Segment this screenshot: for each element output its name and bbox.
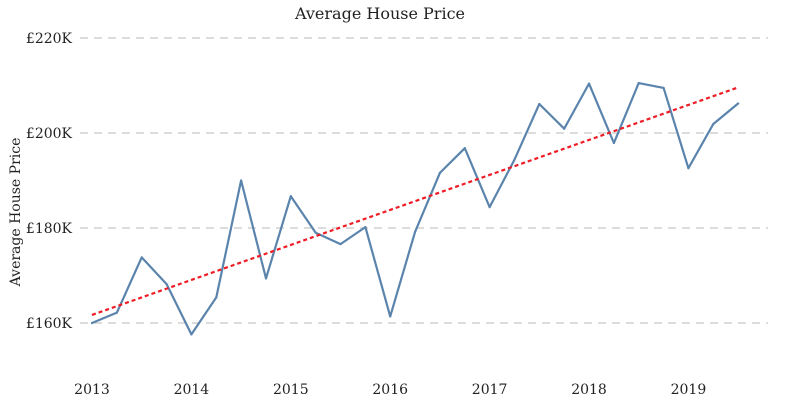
data-point xyxy=(637,82,640,85)
data-point xyxy=(438,171,442,174)
gridlines xyxy=(80,37,768,324)
data-point xyxy=(339,243,342,246)
x-tick-label: 2015 xyxy=(273,382,309,398)
y-tick-label: £220K xyxy=(26,31,73,47)
data-point xyxy=(513,158,516,161)
data-point xyxy=(115,311,118,314)
data-point xyxy=(488,206,491,209)
data-point xyxy=(587,82,591,85)
data-point xyxy=(364,225,367,229)
y-tick-label: £200K xyxy=(26,126,73,142)
data-point xyxy=(662,86,665,89)
trendline xyxy=(91,86,739,316)
data-point xyxy=(687,167,690,170)
data-point xyxy=(612,141,615,145)
chart-title: Average House Price xyxy=(294,4,465,23)
series-group xyxy=(90,82,740,336)
x-tick-label: 2017 xyxy=(472,382,508,398)
y-tick-label: £180K xyxy=(26,221,73,237)
data-point xyxy=(737,102,740,105)
data-point xyxy=(215,296,218,299)
data-point xyxy=(165,282,168,286)
x-tick-labels: 2013 2014 2015 2016 2017 2018 2019 xyxy=(74,382,706,398)
data-point xyxy=(389,315,392,318)
y-axis-label: Average House Price xyxy=(8,138,24,288)
data-point xyxy=(140,256,143,259)
data-point xyxy=(314,231,317,234)
y-tick-label: £160K xyxy=(26,316,73,332)
x-tick-label: 2018 xyxy=(571,382,607,398)
data-point xyxy=(463,147,466,150)
x-tick-label: 2013 xyxy=(74,382,110,398)
x-tick-label: 2016 xyxy=(372,382,408,398)
data-point xyxy=(563,127,566,130)
trendline-group xyxy=(91,86,739,316)
data-point xyxy=(413,230,417,233)
data-point xyxy=(240,179,243,182)
y-tick-labels: £160K £180K £200K £220K xyxy=(26,31,73,332)
data-point xyxy=(264,277,268,280)
data-point xyxy=(90,321,94,325)
data-point xyxy=(712,122,715,126)
data-point xyxy=(190,333,193,336)
x-tick-label: 2014 xyxy=(174,382,210,398)
data-point xyxy=(538,102,541,106)
x-tick-label: 2019 xyxy=(671,382,707,398)
data-point xyxy=(289,195,292,198)
